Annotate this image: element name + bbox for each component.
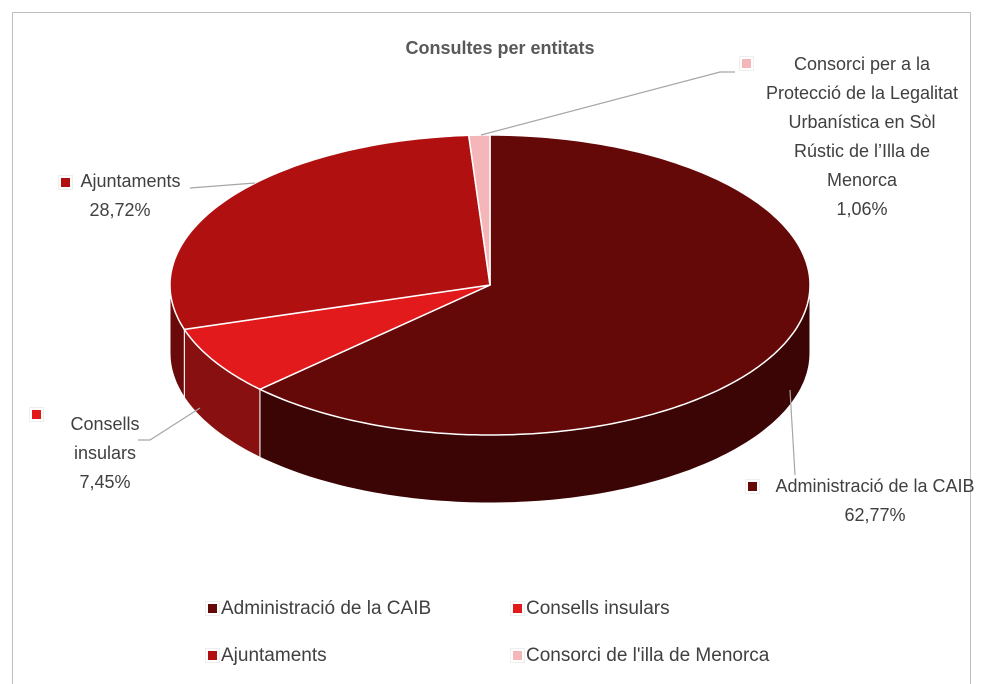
label-marker [59, 175, 73, 189]
legend-item: Ajuntaments [206, 645, 327, 667]
data-label-name: Consells insulars [70, 414, 140, 463]
data-label: Consorci per a la Protecció de la Legali… [762, 50, 962, 224]
leader-line [480, 71, 735, 136]
data-label-name-line: Consells insulars [55, 410, 155, 468]
label-marker [740, 57, 753, 70]
legend-marker [206, 649, 219, 663]
legend-item: Consells insulars [511, 598, 670, 620]
data-label-value: 62,77% [844, 505, 906, 525]
chart-title: Consultes per entitats [405, 38, 595, 58]
data-label: Consells insulars 7,45% [55, 410, 155, 497]
legend-marker [511, 649, 524, 663]
legend-marker [206, 602, 219, 616]
pie-slice [258, 134, 811, 436]
pie-slice [169, 134, 491, 331]
data-label: Administració de la CAIB 62,77% [760, 472, 982, 530]
data-label-name-line: Consorci per a la Protecció de la Legali… [762, 50, 962, 195]
legend-label: Administració de la CAIB [221, 598, 432, 619]
data-label-name-line: Administració de la CAIB [760, 472, 982, 501]
pie-slice [183, 284, 491, 391]
label-marker [746, 480, 759, 493]
leader-line [138, 407, 201, 441]
data-label-name: Consorci per a la Protecció de la Legali… [765, 54, 959, 190]
data-label-name-line: Ajuntaments [40, 167, 200, 196]
legend-label: Consorci de l'illa de Menorca [526, 645, 770, 666]
legend-label: Consells insulars [526, 598, 670, 619]
data-label: Ajuntaments 28,72% [40, 167, 200, 225]
data-label-value: 28,72% [89, 200, 151, 220]
leader-line [789, 389, 796, 476]
legend-marker [511, 602, 524, 616]
data-label-name: Administració de la CAIB [775, 476, 975, 496]
pie-slice [467, 134, 491, 286]
leader-line [189, 182, 256, 189]
legend-label: Ajuntaments [221, 645, 327, 666]
label-marker [30, 408, 43, 421]
legend-item: Administració de la CAIB [206, 598, 431, 620]
data-label-name: Ajuntaments [80, 171, 181, 191]
data-label-value: 1,06% [836, 199, 888, 219]
data-label-value: 7,45% [79, 472, 131, 492]
legend-item: Consorci de l'illa de Menorca [511, 645, 769, 667]
